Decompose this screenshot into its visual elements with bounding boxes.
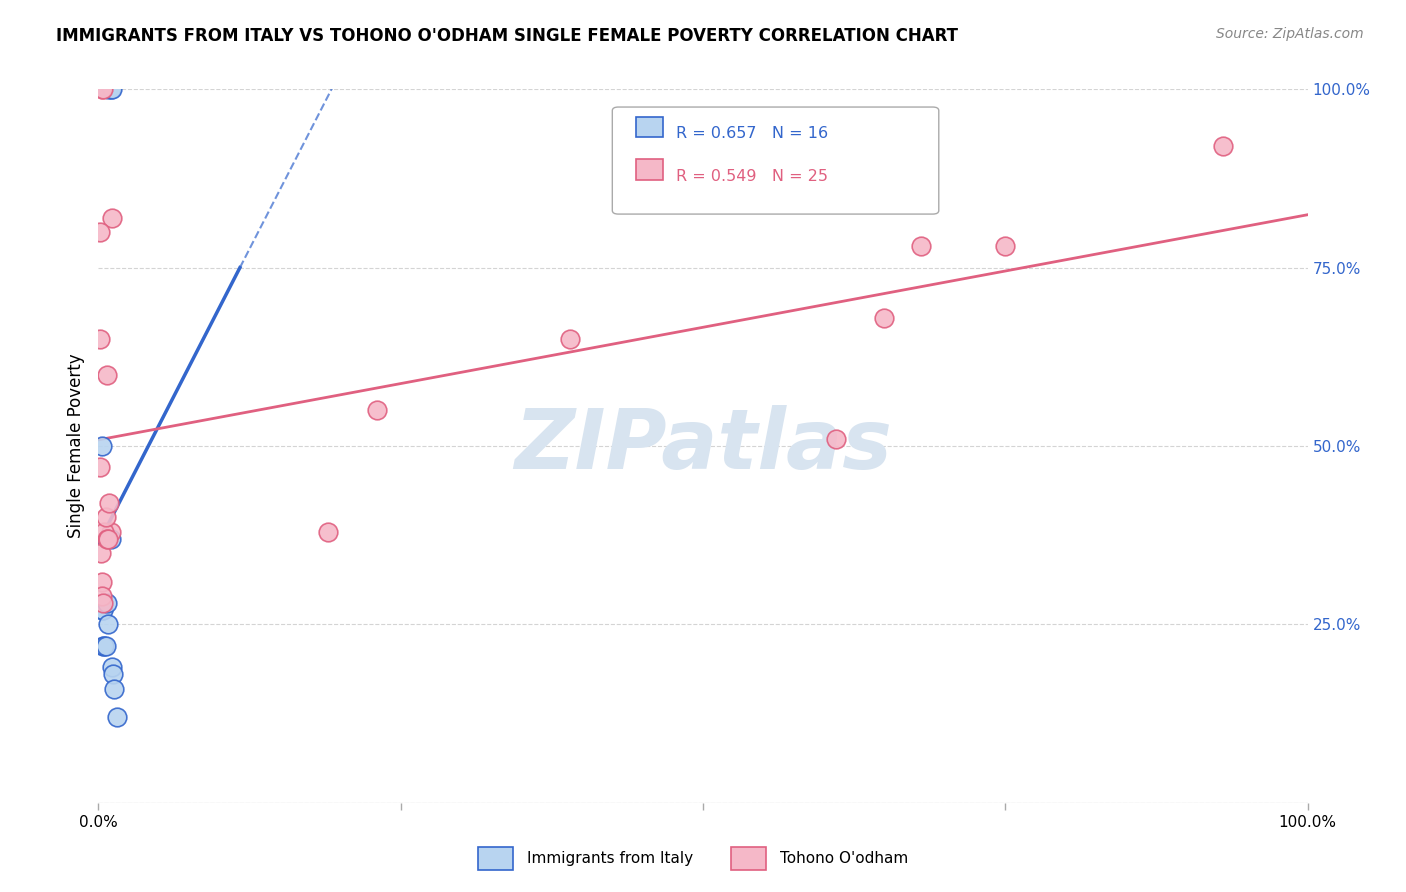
Point — [89, 225, 111, 239]
Text: R = 0.657   N = 16: R = 0.657 N = 16 — [676, 126, 828, 141]
Point — [316, 524, 339, 539]
Point — [96, 596, 118, 610]
FancyBboxPatch shape — [613, 107, 939, 214]
Point — [825, 432, 848, 446]
Y-axis label: Single Female Poverty: Single Female Poverty — [67, 354, 86, 538]
Point — [910, 239, 932, 253]
Text: ZIPatlas: ZIPatlas — [515, 406, 891, 486]
Text: IMMIGRANTS FROM ITALY VS TOHONO O'ODHAM SINGLE FEMALE POVERTY CORRELATION CHART: IMMIGRANTS FROM ITALY VS TOHONO O'ODHAM … — [56, 27, 959, 45]
Point — [873, 310, 896, 325]
Point — [91, 82, 114, 96]
Point — [91, 639, 114, 653]
Point — [89, 332, 111, 346]
Point — [91, 596, 114, 610]
Point — [100, 660, 122, 674]
Point — [105, 710, 128, 724]
Point — [100, 532, 122, 546]
Point — [91, 603, 114, 617]
Point — [94, 639, 117, 653]
Point — [89, 460, 111, 475]
Point — [91, 603, 114, 617]
Point — [90, 546, 112, 560]
Point — [100, 82, 122, 96]
Point — [91, 589, 114, 603]
Point — [366, 403, 388, 417]
Text: R = 0.549   N = 25: R = 0.549 N = 25 — [676, 169, 828, 184]
Bar — [637, 117, 664, 137]
Point — [91, 574, 114, 589]
Point — [93, 524, 115, 539]
Point — [91, 439, 114, 453]
Point — [558, 332, 581, 346]
Point — [97, 82, 120, 96]
Text: Source: ZipAtlas.com: Source: ZipAtlas.com — [1216, 27, 1364, 41]
Point — [96, 532, 118, 546]
Text: Immigrants from Italy: Immigrants from Italy — [527, 851, 693, 865]
Point — [100, 82, 122, 96]
Point — [98, 496, 121, 510]
Point — [97, 617, 120, 632]
Point — [93, 639, 115, 653]
Point — [103, 681, 125, 696]
Point — [94, 510, 117, 524]
Text: Tohono O'odham: Tohono O'odham — [780, 851, 908, 865]
Point — [97, 532, 120, 546]
Point — [101, 667, 124, 681]
Point — [91, 82, 114, 96]
Point — [100, 211, 122, 225]
Point — [100, 524, 122, 539]
Point — [994, 239, 1017, 253]
Point — [1212, 139, 1234, 153]
Bar — [637, 160, 664, 180]
Point — [96, 368, 118, 382]
